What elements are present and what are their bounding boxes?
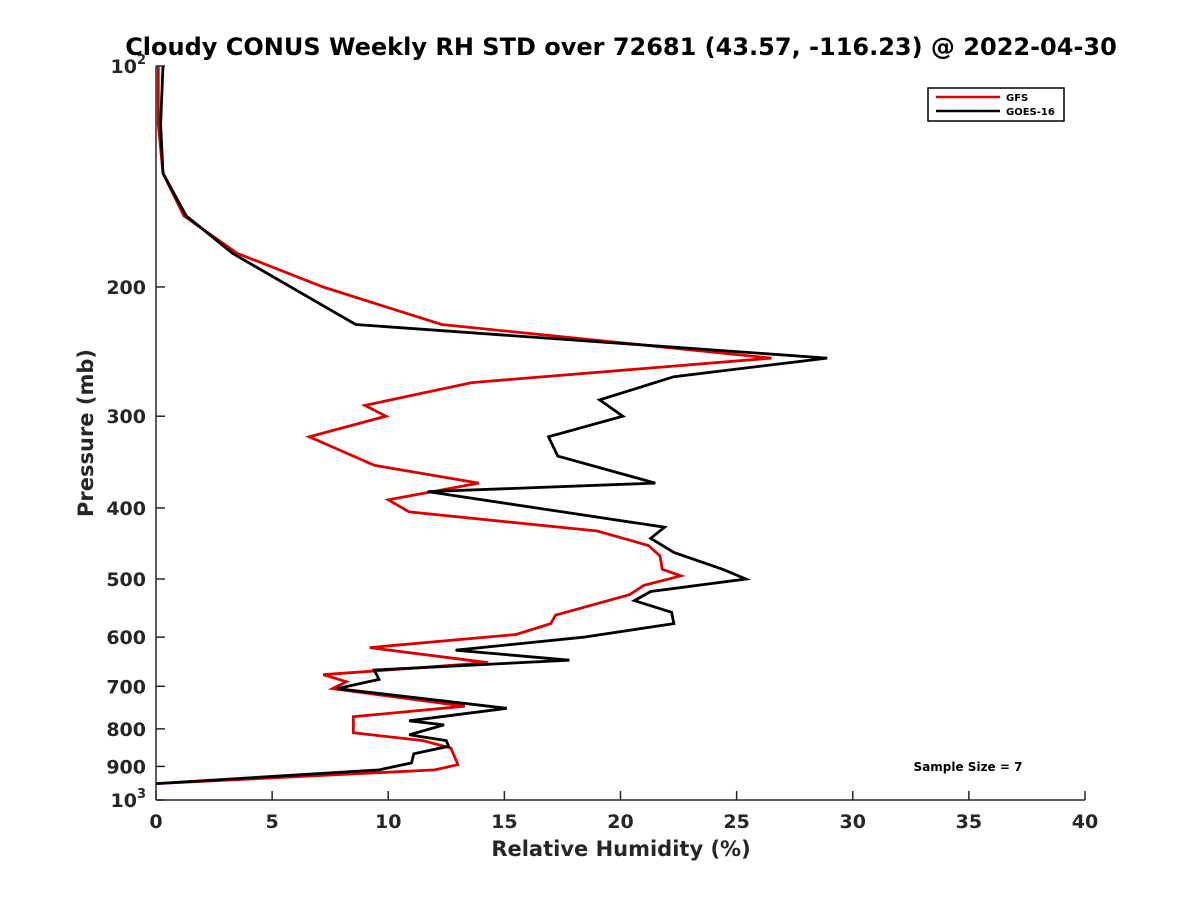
- axes-layer: 0 5 10 15 20 25 30 35 40 102 200 300 400 500 600 700 800…: [106, 53, 1098, 833]
- x-tick-label: 25: [723, 811, 749, 833]
- y-axis-label: Pressure (mb): [74, 349, 98, 517]
- series-layer: [155, 65, 828, 785]
- legend-goes16-label: GOES-16: [1006, 107, 1055, 118]
- x-tick-label: 30: [840, 811, 866, 833]
- y-tick-label: 800: [106, 719, 146, 741]
- series-line-goes-16: [155, 65, 828, 785]
- y-tick-label: 102: [111, 53, 147, 78]
- y-tick-label: 300: [106, 406, 146, 428]
- legend-gfs-label: GFS: [1006, 93, 1028, 104]
- y-tick-label: 600: [106, 627, 146, 649]
- x-tick-label: 10: [375, 811, 401, 833]
- x-axis-label: Relative Humidity (%): [491, 837, 750, 861]
- sample-size-annotation: Sample Size = 7: [914, 760, 1023, 774]
- y-tick-label: 400: [106, 498, 146, 520]
- legend-box: [927, 87, 1065, 122]
- x-tick-label: 35: [956, 811, 982, 833]
- x-tick-label: 40: [1072, 811, 1098, 833]
- x-tick-label: 0: [149, 811, 162, 833]
- y-tick-label: 500: [106, 569, 146, 591]
- x-tick-label: 20: [607, 811, 633, 833]
- plot-frame: [156, 66, 1085, 800]
- y-tick-label: 200: [106, 277, 146, 299]
- chart-title: Cloudy CONUS Weekly RH STD over 72681 (4…: [125, 33, 1117, 61]
- x-tick-label: 5: [266, 811, 279, 833]
- x-tick-label: 15: [491, 811, 517, 833]
- series-line-gfs: [155, 66, 772, 785]
- y-tick-label: 700: [106, 676, 146, 698]
- y-tick-label: 900: [106, 756, 146, 778]
- y-tick-label: 103: [111, 787, 147, 812]
- plot-area: 0 5 10 15 20 25 30 35 40 102 200 300 400 500 600 700 800…: [106, 53, 1098, 833]
- legend: GFS GOES-16: [927, 87, 1065, 122]
